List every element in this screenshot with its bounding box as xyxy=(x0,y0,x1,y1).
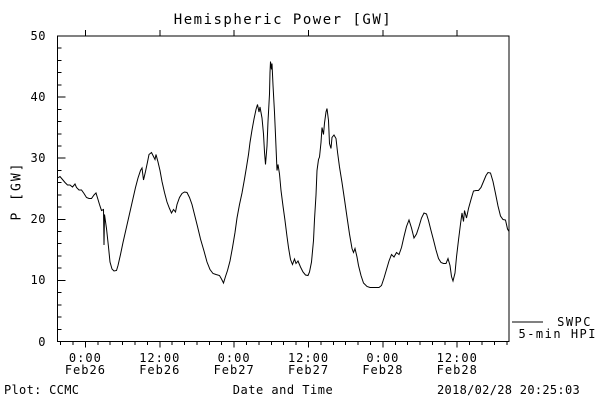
x-tick-date: Feb27 xyxy=(213,362,255,377)
hpi-data-line xyxy=(57,61,510,288)
legend-series-label: 5-min HPI xyxy=(518,327,597,341)
x-tick-label: 12:00 Feb28 xyxy=(415,351,499,377)
x-tick-label: 12:00 Feb27 xyxy=(267,351,351,377)
y-tick-label: 0 xyxy=(38,334,46,349)
plot-timestamp: 2018/02/28 20:25:03 xyxy=(437,383,580,397)
x-tick-time: 0:00 xyxy=(366,351,400,365)
legend-source: SWPC xyxy=(557,315,592,329)
x-tick-time: 12:00 xyxy=(139,351,181,365)
x-tick-date: Feb28 xyxy=(436,362,478,377)
chart-title: Hemispheric Power [GW] xyxy=(173,12,393,28)
y-tick-label: 40 xyxy=(30,90,46,105)
x-tick-time: 0:00 xyxy=(217,351,251,365)
plot-credit: Plot: CCMC xyxy=(4,383,80,397)
x-tick-time: 12:00 xyxy=(287,351,330,365)
y-tick-label: 50 xyxy=(30,29,46,43)
y-tick-label: 20 xyxy=(30,212,46,227)
y-tick-label: 10 xyxy=(30,273,46,288)
x-tick-label: 0:00 Feb28 xyxy=(341,351,425,377)
x-tick-time: 0:00 xyxy=(68,351,102,365)
x-tick-label: 0:00 Feb26 xyxy=(43,351,127,377)
x-tick-date: Feb27 xyxy=(287,362,330,377)
x-tick-time: 12:00 xyxy=(436,351,478,365)
x-tick-date: Feb26 xyxy=(64,362,106,377)
plot-frame xyxy=(57,35,510,342)
y-axis-label: P [GW] xyxy=(9,161,25,221)
x-axis-label: Date and Time xyxy=(232,383,334,397)
x-tick-label: 12:00 Feb26 xyxy=(118,351,202,377)
x-tick-date: Feb26 xyxy=(139,362,181,377)
y-tick-label: 30 xyxy=(30,151,46,166)
x-tick-date: Feb28 xyxy=(362,362,404,377)
x-tick-label: 0:00 Feb27 xyxy=(192,351,276,377)
